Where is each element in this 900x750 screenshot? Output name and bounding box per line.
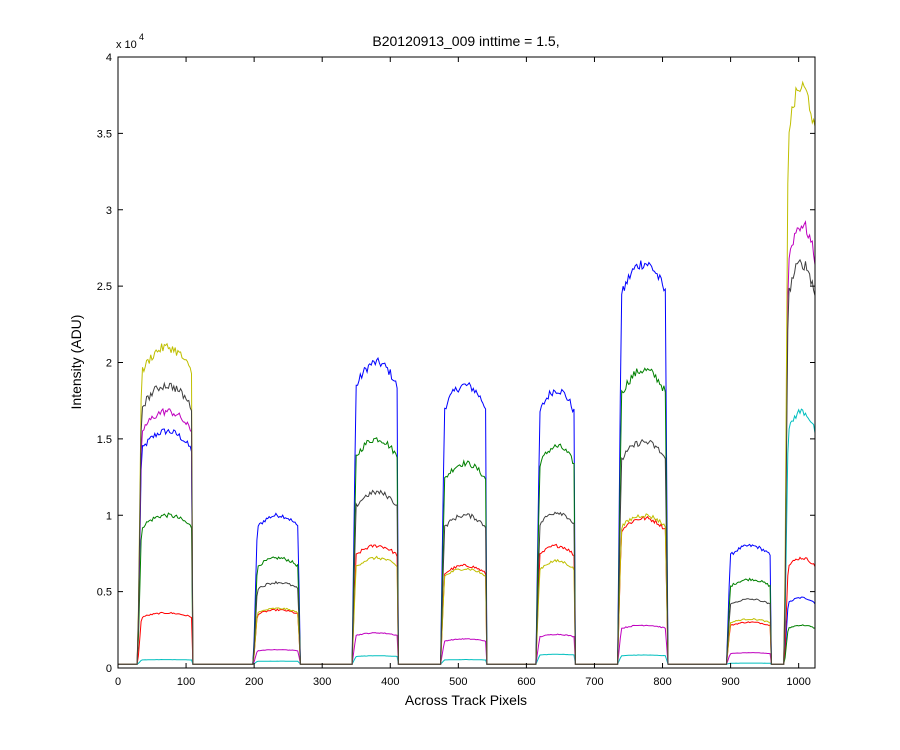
tick-layer: 0 100 200 300 400 500 600 700 800 900 1000 0 0.5 1 1.5… (97, 52, 815, 688)
y-tick-label: 2 (106, 358, 112, 370)
y-tick-label: 4 (106, 52, 112, 64)
series-layer (118, 80, 816, 665)
x-tick-label: 500 (449, 676, 467, 688)
y-tick-label: 3.5 (97, 128, 112, 140)
y-tick-label: 0 (106, 663, 112, 675)
y-tick-label: 2.5 (97, 281, 112, 293)
x-tick-label: 200 (245, 676, 263, 688)
series-line (118, 258, 816, 665)
y-exponent-power: 4 (139, 32, 144, 42)
y-tick-label: 3 (106, 205, 112, 217)
x-tick-label: 900 (721, 676, 739, 688)
x-tick-label: 400 (381, 676, 399, 688)
x-tick-label: 700 (585, 676, 603, 688)
plot-area-background (118, 57, 815, 668)
x-axis-label: Across Track Pixels (405, 692, 527, 708)
y-axis-label: Intensity (ADU) (68, 315, 84, 410)
x-tick-label: 1000 (786, 676, 810, 688)
x-tick-label: 800 (653, 676, 671, 688)
x-tick-label: 100 (177, 676, 195, 688)
y-tick-label: 1 (106, 510, 112, 522)
chart-title: B20120913_009 inttime = 1.5, (372, 33, 559, 49)
x-tick-label: 300 (313, 676, 331, 688)
x-tick-label: 600 (517, 676, 535, 688)
y-tick-label: 0.5 (97, 587, 112, 599)
y-tick-label: 1.5 (97, 434, 112, 446)
x-tick-label: 0 (115, 676, 121, 688)
y-exponent-base: x 10 (116, 39, 137, 51)
